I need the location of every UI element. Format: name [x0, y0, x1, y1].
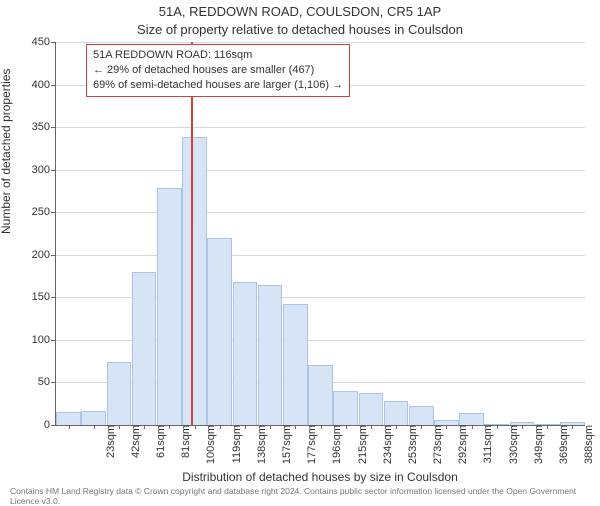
y-tick-mark: [51, 297, 55, 298]
histogram-plot: 23sqm42sqm61sqm81sqm100sqm119sqm138sqm15…: [55, 42, 585, 426]
x-tick-label: 330sqm: [508, 425, 520, 469]
x-tick-mark: [169, 425, 170, 429]
x-tick-label: 196sqm: [331, 425, 343, 469]
histogram-bar: [132, 272, 157, 425]
y-tick-mark: [51, 170, 55, 171]
gridline-h: [56, 42, 585, 43]
x-tick-mark: [371, 425, 372, 429]
annotation-box: 51A REDDOWN ROAD: 116sqm ← 29% of detach…: [86, 44, 350, 97]
x-tick-mark: [572, 425, 573, 429]
y-tick-mark: [51, 425, 55, 426]
gridline-h: [56, 212, 585, 213]
y-tick-label: 450: [0, 36, 50, 48]
histogram-bar: [459, 413, 484, 425]
histogram-bar: [81, 411, 106, 425]
x-tick-label: 157sqm: [281, 425, 293, 469]
x-tick-mark: [94, 425, 95, 429]
page-title: 51A, REDDOWN ROAD, COULSDON, CR5 1AP: [0, 4, 600, 19]
reference-line: [191, 42, 193, 425]
x-tick-mark: [396, 425, 397, 429]
gridline-h: [56, 170, 585, 171]
y-tick-mark: [51, 212, 55, 213]
x-tick-label: 215sqm: [357, 425, 369, 469]
x-tick-mark: [547, 425, 548, 429]
x-tick-mark: [144, 425, 145, 429]
x-tick-mark: [295, 425, 296, 429]
x-tick-mark: [421, 425, 422, 429]
x-tick-mark: [497, 425, 498, 429]
histogram-bar: [233, 282, 258, 425]
x-tick-label: 253sqm: [407, 425, 419, 469]
x-tick-label: 292sqm: [457, 425, 469, 469]
x-tick-label: 349sqm: [533, 425, 545, 469]
x-tick-mark: [472, 425, 473, 429]
x-tick-label: 61sqm: [155, 425, 167, 469]
x-tick-mark: [321, 425, 322, 429]
y-tick-label: 200: [0, 249, 50, 261]
y-tick-mark: [51, 85, 55, 86]
x-tick-label: 100sqm: [205, 425, 217, 469]
histogram-bar: [157, 188, 182, 425]
histogram-bar: [207, 238, 232, 425]
y-tick-mark: [51, 255, 55, 256]
x-tick-mark: [119, 425, 120, 429]
annotation-line-1: 51A REDDOWN ROAD: 116sqm: [93, 48, 343, 63]
y-tick-label: 150: [0, 291, 50, 303]
histogram-bar: [359, 393, 384, 425]
histogram-bar: [56, 412, 81, 425]
x-tick-mark: [195, 425, 196, 429]
y-tick-label: 100: [0, 334, 50, 346]
y-tick-label: 0: [0, 419, 50, 431]
x-tick-label: 138sqm: [256, 425, 268, 469]
y-tick-mark: [51, 42, 55, 43]
histogram-bar: [182, 137, 207, 425]
x-tick-mark: [346, 425, 347, 429]
x-tick-mark: [220, 425, 221, 429]
annotation-line-3: 69% of semi-detached houses are larger (…: [93, 78, 343, 93]
x-tick-mark: [245, 425, 246, 429]
x-tick-label: 273sqm: [432, 425, 444, 469]
x-tick-label: 81sqm: [180, 425, 192, 469]
x-tick-mark: [270, 425, 271, 429]
histogram-bar: [409, 406, 434, 425]
x-tick-mark: [69, 425, 70, 429]
histogram-bar: [283, 304, 308, 425]
x-tick-label: 177sqm: [306, 425, 318, 469]
histogram-bar: [308, 365, 333, 425]
annotation-line-2: ← 29% of detached houses are smaller (46…: [93, 63, 343, 78]
x-tick-mark: [446, 425, 447, 429]
y-tick-label: 350: [0, 121, 50, 133]
x-tick-label: 369sqm: [558, 425, 570, 469]
x-tick-label: 119sqm: [231, 425, 243, 469]
x-tick-label: 42sqm: [130, 425, 142, 469]
y-tick-label: 300: [0, 164, 50, 176]
gridline-h: [56, 255, 585, 256]
y-tick-mark: [51, 127, 55, 128]
histogram-bar: [333, 391, 358, 425]
y-tick-label: 50: [0, 376, 50, 388]
histogram-bar: [384, 401, 409, 425]
copyright-text: Contains HM Land Registry data © Crown c…: [10, 486, 590, 506]
x-tick-label: 311sqm: [482, 425, 494, 469]
x-tick-label: 234sqm: [382, 425, 394, 469]
y-tick-label: 250: [0, 206, 50, 218]
x-tick-label: 23sqm: [105, 425, 117, 469]
page-subtitle: Size of property relative to detached ho…: [0, 22, 600, 37]
y-tick-mark: [51, 382, 55, 383]
histogram-bar: [107, 362, 132, 425]
y-tick-mark: [51, 340, 55, 341]
y-tick-label: 400: [0, 79, 50, 91]
gridline-h: [56, 127, 585, 128]
x-axis-label: Distribution of detached houses by size …: [55, 470, 585, 484]
x-tick-label: 388sqm: [583, 425, 595, 469]
x-tick-mark: [522, 425, 523, 429]
histogram-bar: [258, 285, 283, 425]
